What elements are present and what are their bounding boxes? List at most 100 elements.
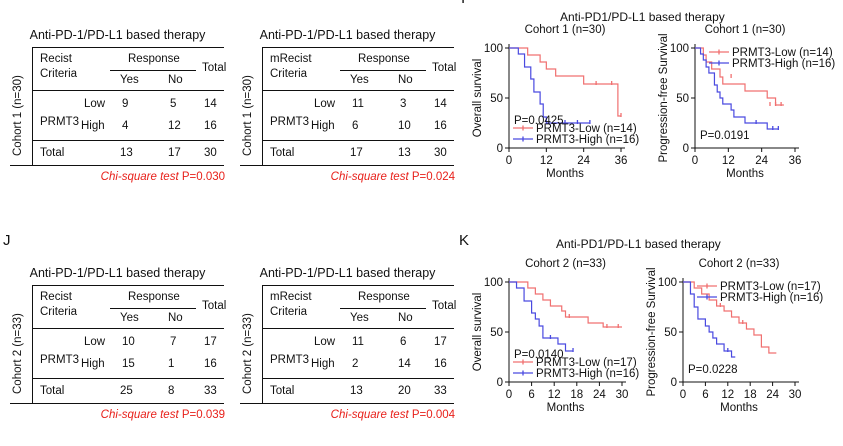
cell-high-no: 14 [398,358,411,370]
col-yes: Yes [120,74,139,86]
body-rule [262,140,454,141]
x-tick-label: 12 [722,155,735,167]
table-top-rule [32,285,224,286]
criteria-line1: mRecist [270,291,312,303]
body-rule [32,140,224,141]
row-low-label: Low [314,98,336,110]
chi-square-p: P=0.024 [408,171,455,183]
table-left-rule [262,47,263,165]
x-tick-label: 18 [744,389,757,401]
row-low-label: Low [84,336,106,348]
header-rule [32,90,224,91]
row-high-label: High [81,120,105,132]
chi-square-test-label: Chi-square test [100,409,179,421]
contingency-table: Cohort 2 (n=33) Anti-PD-1/PD-L1 based th… [10,266,227,446]
row-total-label: Total [40,385,65,397]
row-low-label: Low [314,336,336,348]
criteria-line1: mRecist [270,53,312,65]
x-tick-label: 36 [789,155,802,167]
response-header: Response [358,53,410,65]
y-tick-label: 50 [664,327,677,339]
col-yes: Yes [120,312,139,324]
cell-high-total: 16 [434,120,447,132]
cohort-label: Cohort 2 (n=33) [242,313,254,394]
cell-low-yes: 10 [122,336,135,348]
cell-low-yes: 11 [352,336,364,348]
cell-total-total: 33 [434,385,447,397]
col-total: Total [202,300,227,312]
y-tick-label: 0 [671,377,677,389]
km-curve-low [509,281,622,328]
cell-low-no: 5 [170,98,177,110]
criteria-line1: Recist [40,53,72,65]
response-underline [340,70,426,71]
km-chart-4: 0 50 100 0 6 12 18 24 30 Months Progression-free S… [646,258,823,414]
response-header: Response [358,291,410,303]
table-left-rule [32,47,33,165]
cell-total-yes: 13 [350,385,363,397]
x-tick-label: 6 [702,389,708,401]
cell-high-total: 16 [204,358,217,370]
response-header: Response [128,53,180,65]
km-curve-high [509,47,590,124]
criteria-line2: Criteria [40,306,78,318]
chi-square-result: Chi-square test P=0.030 [101,171,225,183]
col-no: No [398,312,413,324]
x-tick-label: 30 [789,389,802,401]
criteria-line2: Criteria [270,306,308,318]
response-underline [340,308,426,309]
table-title: Anti-PD-1/PD-L1 based therapy [29,266,206,280]
gene-label: PRMT3 [270,116,309,128]
cell-low-total: 14 [204,98,217,110]
y-tick-label: 100 [658,277,677,289]
chi-square-result: Chi-square test P=0.004 [331,409,455,421]
col-no: No [168,312,183,324]
chi-square-result: Chi-square test P=0.024 [331,171,455,183]
cell-high-yes: 6 [352,120,359,132]
criteria-line2: Criteria [40,68,78,80]
x-tick-label: 12 [548,389,561,401]
cell-low-yes: 11 [352,98,364,110]
cohort-label: Cohort 2 (n=33) [12,313,24,394]
km-chart-2: 0 50 100 0 12 24 36 Months Progression-free Surv… [658,24,835,180]
response-header: Response [128,291,180,303]
table-left-rule [262,285,263,403]
x-tick-label: 6 [528,389,534,401]
x-tick-label: 24 [755,155,768,167]
y-tick-label: 50 [490,327,503,339]
km-title-bottom: Anti-PD1/PD-L1 based therapy [556,237,721,251]
x-axis-label: Months [546,168,584,180]
legend-label: PRMT3-High (n=16) [720,292,823,304]
body-rule [262,378,454,379]
row-high-label: High [81,358,105,370]
gene-label: PRMT3 [270,354,309,366]
km-curve-high [695,47,779,130]
x-tick-label: 0 [680,389,686,401]
cell-total-yes: 25 [120,385,133,397]
col-yes: Yes [350,312,369,324]
row-low-label: Low [84,98,106,110]
cohort-label: Cohort 1 (n=30) [242,75,254,156]
table-bottom-rule [240,403,454,404]
p-value: P=0.0425 [514,115,564,127]
criteria-line2: Criteria [270,68,308,80]
chart-subtitle: Cohort 2 (n=33) [699,258,780,270]
table-title: Anti-PD-1/PD-L1 based therapy [259,266,436,280]
cell-total-total: 33 [204,385,217,397]
body-rule [32,378,224,379]
x-axis-label: Months [720,402,758,414]
col-total: Total [432,62,457,74]
cell-total-no: 13 [398,147,411,159]
cohort-label: Cohort 1 (n=30) [12,75,24,156]
table-bottom-rule [10,165,224,166]
y-tick-label: 0 [497,143,503,155]
cell-high-no: 10 [398,120,411,132]
x-tick-label: 12 [540,155,553,167]
header-rule [262,328,454,329]
legend-label: PRMT3-Low (n=14) [732,47,833,59]
legend-label: PRMT3-Low (n=17) [720,281,821,293]
row-total-label: Total [270,385,295,397]
km-curve-high [683,281,736,358]
p-value: P=0.0228 [688,364,738,376]
col-total: Total [202,62,227,74]
